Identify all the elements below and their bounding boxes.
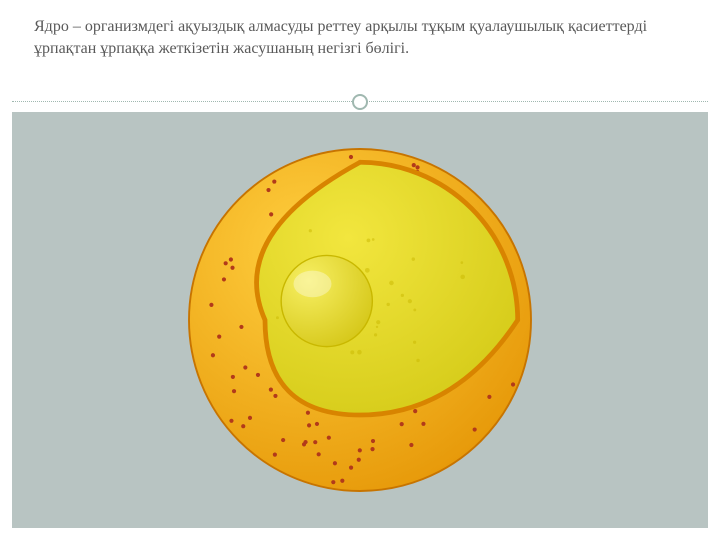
pore-dot [349,155,353,159]
chromatin-dot [372,238,375,241]
chromatin-dot [365,268,370,273]
chromatin-dot [309,229,312,232]
pore-dot [266,188,270,192]
chromatin-dot [413,309,416,312]
pore-dot [217,335,221,339]
pore-dot [229,419,233,423]
pore-dot [230,266,234,270]
pore-dot [317,452,321,456]
nucleolus-highlight-icon [294,271,332,298]
chromatin-dot [413,341,416,344]
pore-dot [370,447,374,451]
chromatin-dot [461,261,464,264]
pore-dot [313,440,317,444]
chromatin-dot [276,316,279,319]
pore-dot [256,373,260,377]
pore-dot [231,375,235,379]
pore-dot [224,261,228,265]
pore-dot [409,443,413,447]
cell-nucleus-diagram [170,130,550,510]
pore-dot [209,303,213,307]
pore-dot [357,458,361,462]
pore-dot [302,442,306,446]
chromatin-dot [376,320,380,324]
pore-dot [358,448,362,452]
pore-dot [243,365,247,369]
pore-dot [327,436,331,440]
diagram-stage [12,112,708,528]
pore-dot [232,389,236,393]
chromatin-dot [350,350,354,354]
chromatin-dot [389,281,394,286]
pore-dot [222,277,226,281]
pore-dot [473,427,477,431]
pore-dot [511,382,515,386]
chromatin-dot [416,359,419,362]
pore-dot [333,461,337,465]
pore-dot [487,395,491,399]
pore-dot [241,424,245,428]
pore-dot [307,423,311,427]
chromatin-dot [401,294,404,297]
pore-dot [269,212,273,216]
pore-dot [229,257,233,261]
pore-dot [413,409,417,413]
chromatin-dot [408,299,412,303]
pore-dot [306,411,310,415]
definition-text: Ядро – организмдегі ақуыздық алмасуды ре… [34,16,686,59]
chromatin-dot [367,238,371,242]
pore-dot [331,480,335,484]
pore-dot [400,422,404,426]
chromatin-dot [387,303,390,306]
chromatin-dot [374,333,377,336]
pore-dot [340,479,344,483]
pore-dot [211,353,215,357]
pore-dot [272,179,276,183]
chromatin-dot [460,275,465,280]
pore-dot [315,422,319,426]
pore-dot [421,422,425,426]
divider-circle-icon [352,94,368,110]
pore-dot [273,453,277,457]
pore-dot [371,439,375,443]
divider [12,92,708,112]
pore-dot [269,388,273,392]
pore-dot [239,325,243,329]
chromatin-dot [376,326,378,328]
pore-dot [273,394,277,398]
chromatin-dot [412,257,415,260]
pore-dot [248,416,252,420]
pore-dot [281,438,285,442]
pore-dot [349,466,353,470]
nucleolus [281,255,372,346]
chromatin-dot [357,350,362,355]
